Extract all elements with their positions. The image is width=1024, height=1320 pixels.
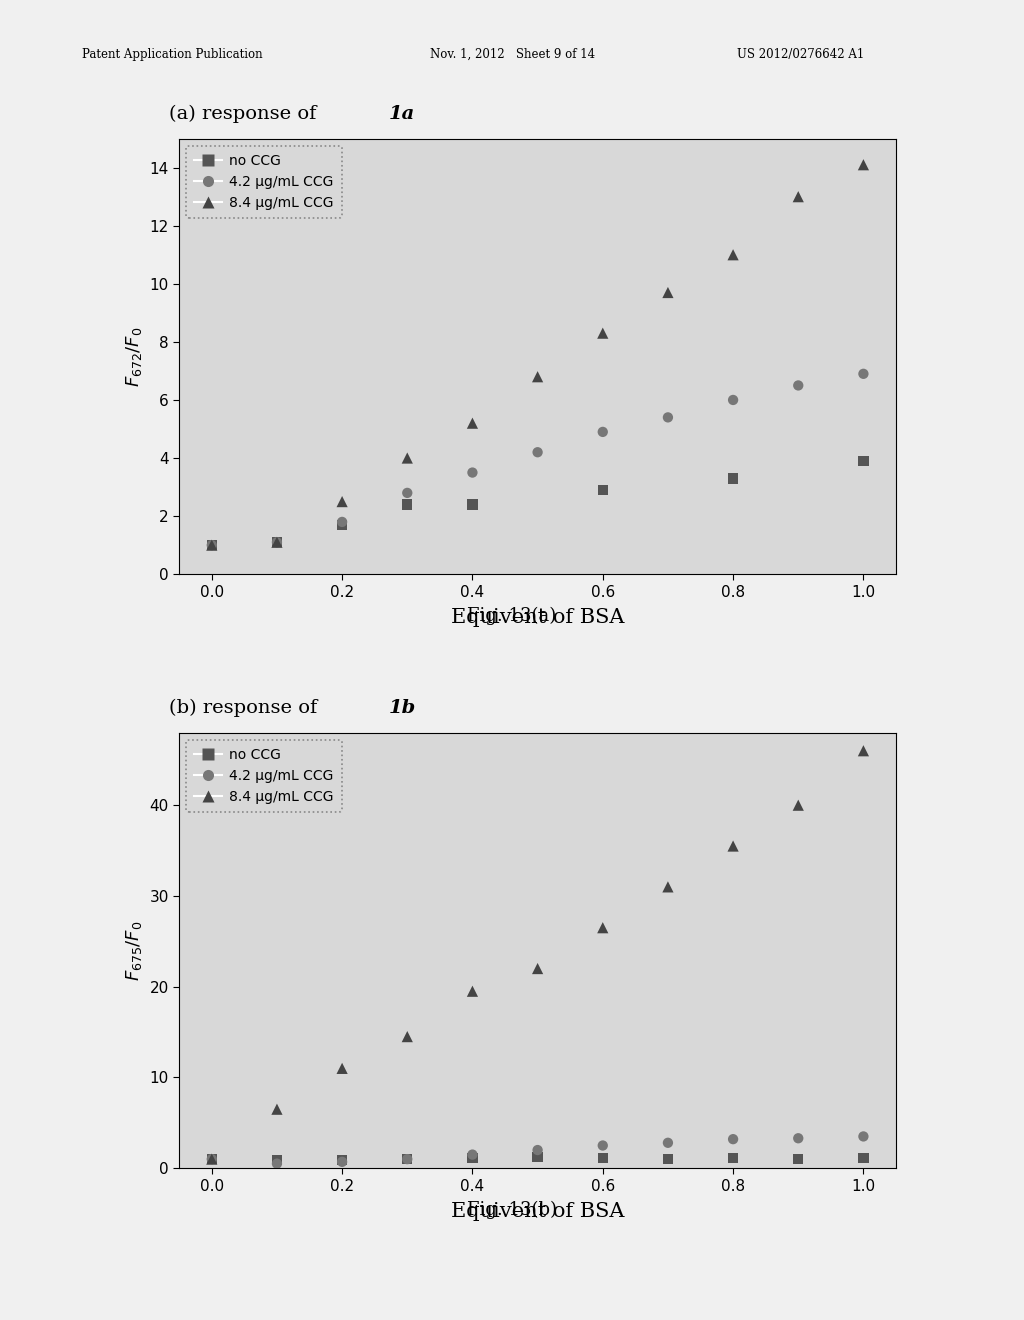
8.4 μg/mL CCG <box>399 447 416 469</box>
no CCG <box>204 1148 220 1170</box>
Text: 1b: 1b <box>389 698 417 717</box>
no CCG <box>725 1147 741 1168</box>
no CCG <box>595 1147 611 1168</box>
4.2 μg/mL CCG <box>725 1129 741 1150</box>
4.2 μg/mL CCG <box>855 1126 871 1147</box>
Text: US 2012/0276642 A1: US 2012/0276642 A1 <box>737 48 864 61</box>
8.4 μg/mL CCG <box>464 413 480 434</box>
Text: Nov. 1, 2012   Sheet 9 of 14: Nov. 1, 2012 Sheet 9 of 14 <box>430 48 595 61</box>
8.4 μg/mL CCG <box>855 741 871 762</box>
Text: (b) response of: (b) response of <box>169 698 324 717</box>
8.4 μg/mL CCG <box>268 532 285 553</box>
8.4 μg/mL CCG <box>268 1098 285 1119</box>
8.4 μg/mL CCG <box>595 322 611 343</box>
4.2 μg/mL CCG <box>399 1148 416 1170</box>
Text: (a) response of: (a) response of <box>169 104 323 123</box>
8.4 μg/mL CCG <box>659 282 676 304</box>
8.4 μg/mL CCG <box>334 491 350 512</box>
4.2 μg/mL CCG <box>268 1154 285 1175</box>
4.2 μg/mL CCG <box>855 363 871 384</box>
no CCG <box>268 1150 285 1171</box>
X-axis label: Equivent of BSA: Equivent of BSA <box>451 1203 625 1221</box>
4.2 μg/mL CCG <box>204 535 220 556</box>
4.2 μg/mL CCG <box>595 1135 611 1156</box>
8.4 μg/mL CCG <box>595 917 611 939</box>
no CCG <box>595 479 611 500</box>
no CCG <box>204 535 220 556</box>
no CCG <box>791 1148 807 1170</box>
8.4 μg/mL CCG <box>855 154 871 176</box>
4.2 μg/mL CCG <box>659 407 676 428</box>
8.4 μg/mL CCG <box>791 795 807 816</box>
no CCG <box>725 467 741 488</box>
no CCG <box>529 1147 546 1168</box>
8.4 μg/mL CCG <box>725 836 741 857</box>
Text: Fig. 13(b): Fig. 13(b) <box>467 1201 557 1220</box>
8.4 μg/mL CCG <box>204 1148 220 1170</box>
no CCG <box>399 494 416 515</box>
no CCG <box>464 494 480 515</box>
8.4 μg/mL CCG <box>204 535 220 556</box>
8.4 μg/mL CCG <box>725 244 741 265</box>
4.2 μg/mL CCG <box>791 375 807 396</box>
8.4 μg/mL CCG <box>334 1057 350 1078</box>
Legend: no CCG, 4.2 μg/mL CCG, 8.4 μg/mL CCG: no CCG, 4.2 μg/mL CCG, 8.4 μg/mL CCG <box>186 145 342 218</box>
4.2 μg/mL CCG <box>659 1133 676 1154</box>
4.2 μg/mL CCG <box>334 511 350 532</box>
8.4 μg/mL CCG <box>659 876 676 898</box>
no CCG <box>334 1150 350 1171</box>
4.2 μg/mL CCG <box>595 421 611 442</box>
4.2 μg/mL CCG <box>334 1151 350 1172</box>
4.2 μg/mL CCG <box>204 1148 220 1170</box>
no CCG <box>659 1148 676 1170</box>
8.4 μg/mL CCG <box>529 958 546 979</box>
4.2 μg/mL CCG <box>725 389 741 411</box>
8.4 μg/mL CCG <box>529 366 546 387</box>
no CCG <box>268 532 285 553</box>
Text: Fig. 13(a): Fig. 13(a) <box>467 607 557 626</box>
Legend: no CCG, 4.2 μg/mL CCG, 8.4 μg/mL CCG: no CCG, 4.2 μg/mL CCG, 8.4 μg/mL CCG <box>186 739 342 812</box>
Y-axis label: $F_{675}/F_0$: $F_{675}/F_0$ <box>124 920 143 981</box>
no CCG <box>855 450 871 471</box>
4.2 μg/mL CCG <box>529 1139 546 1160</box>
4.2 μg/mL CCG <box>529 442 546 463</box>
4.2 μg/mL CCG <box>791 1127 807 1148</box>
X-axis label: Equivent of BSA: Equivent of BSA <box>451 609 625 627</box>
4.2 μg/mL CCG <box>464 1144 480 1166</box>
8.4 μg/mL CCG <box>791 186 807 207</box>
no CCG <box>334 515 350 536</box>
no CCG <box>855 1147 871 1168</box>
Text: Patent Application Publication: Patent Application Publication <box>82 48 262 61</box>
Text: 1a: 1a <box>389 104 416 123</box>
no CCG <box>464 1147 480 1168</box>
4.2 μg/mL CCG <box>268 532 285 553</box>
Y-axis label: $F_{672}/F_0$: $F_{672}/F_0$ <box>124 326 144 387</box>
4.2 μg/mL CCG <box>464 462 480 483</box>
8.4 μg/mL CCG <box>399 1026 416 1047</box>
4.2 μg/mL CCG <box>399 482 416 503</box>
no CCG <box>399 1148 416 1170</box>
8.4 μg/mL CCG <box>464 981 480 1002</box>
